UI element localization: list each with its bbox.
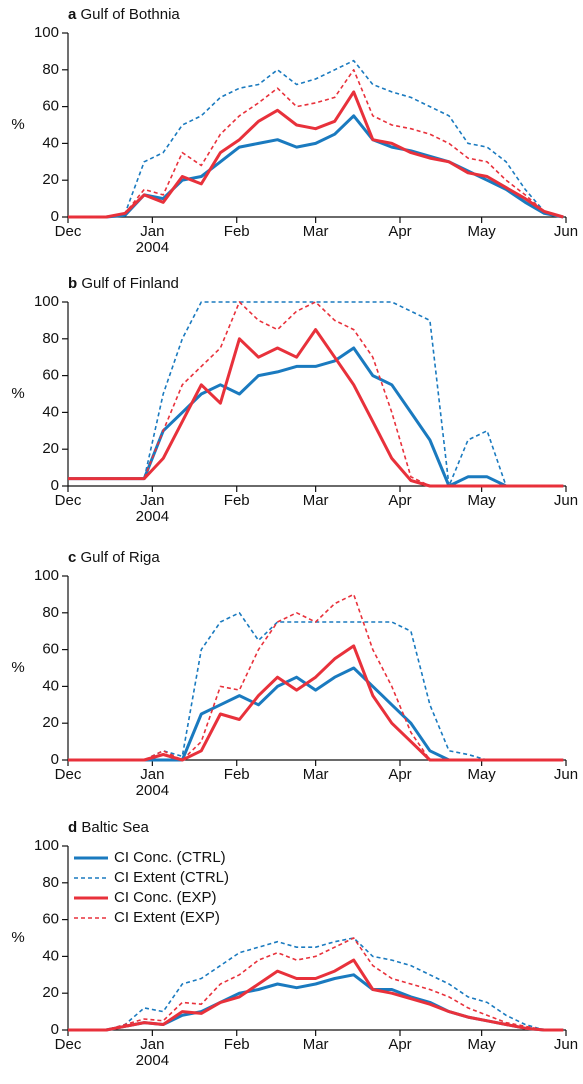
x-tick-label: May <box>467 223 496 240</box>
x-tick-label: Jun <box>554 1036 578 1053</box>
y-tick-label: 60 <box>42 367 59 384</box>
y-tick-label: 40 <box>42 403 59 420</box>
y-axis-label: % <box>11 385 24 402</box>
legend: CI Conc. (CTRL) CI Extent (CTRL) CI Conc. … <box>74 849 229 926</box>
x-tick-label: May <box>467 492 496 509</box>
legend-label: CI Extent (CTRL) <box>114 869 229 886</box>
conc-line <box>68 644 564 762</box>
x-tick-label: Dec <box>55 1036 82 1053</box>
y-axis-label: % <box>11 659 24 676</box>
conc-line <box>68 90 564 219</box>
y-tick-label: 80 <box>42 604 59 621</box>
conc-line <box>68 328 564 488</box>
legend-label: CI Conc. (CTRL) <box>114 849 226 866</box>
x-tick-label: Apr <box>388 223 411 240</box>
x-tick-label: Jan <box>140 766 164 783</box>
panel-letter: a <box>68 6 77 23</box>
panel-title-text: Baltic Sea <box>81 819 149 836</box>
panel-title: d Baltic Sea <box>68 819 150 836</box>
panel: a Gulf of Bothnia% 0 20 40 60 80 100 Dec Jan2004… <box>11 6 578 256</box>
conc-line <box>68 346 564 488</box>
y-tick-label: 0 <box>51 1021 59 1038</box>
x-tick-label: Dec <box>55 492 82 509</box>
x-tick-label: Mar <box>303 1036 329 1053</box>
y-axis-label: % <box>11 929 24 946</box>
x-tick-label: Mar <box>303 766 329 783</box>
y-tick-label: 40 <box>42 677 59 694</box>
y-tick-label: 20 <box>42 714 59 731</box>
extent-line <box>68 301 564 487</box>
panel-title-text: Gulf of Finland <box>81 275 179 292</box>
x-tick-label: Jun <box>554 223 578 240</box>
panel-letter: d <box>68 819 77 836</box>
extent-line <box>68 612 564 761</box>
y-tick-label: 0 <box>51 477 59 494</box>
conc-line <box>68 666 564 762</box>
panel-letter: b <box>68 275 77 292</box>
conc-line <box>68 958 564 1032</box>
x-tick-label: Dec <box>55 223 82 240</box>
y-tick-label: 20 <box>42 984 59 1001</box>
x-year-label: 2004 <box>136 1052 169 1069</box>
x-tick-label: Feb <box>224 492 250 509</box>
x-tick-label: Jun <box>554 492 578 509</box>
y-tick-label: 80 <box>42 874 59 891</box>
x-tick-label: Feb <box>224 766 250 783</box>
y-tick-label: 60 <box>42 641 59 658</box>
x-tick-label: Jan <box>140 1036 164 1053</box>
x-year-label: 2004 <box>136 508 169 525</box>
panel-title-text: Gulf of Riga <box>81 549 161 566</box>
x-year-label: 2004 <box>136 782 169 799</box>
y-tick-label: 80 <box>42 330 59 347</box>
x-tick-label: Apr <box>388 492 411 509</box>
y-tick-label: 20 <box>42 171 59 188</box>
x-tick-label: Jan <box>140 223 164 240</box>
y-tick-label: 0 <box>51 751 59 768</box>
y-tick-label: 100 <box>34 293 59 310</box>
x-tick-label: Mar <box>303 492 329 509</box>
y-tick-label: 0 <box>51 208 59 225</box>
extent-line <box>68 301 564 487</box>
x-tick-label: Mar <box>303 223 329 240</box>
y-tick-label: 100 <box>34 837 59 854</box>
x-tick-label: May <box>467 766 496 783</box>
x-tick-label: Feb <box>224 223 250 240</box>
x-year-label: 2004 <box>136 239 169 256</box>
legend-label: CI Conc. (EXP) <box>114 889 217 906</box>
y-tick-label: 60 <box>42 98 59 115</box>
y-axis-label: % <box>11 116 24 133</box>
panel-title-text: Gulf of Bothnia <box>81 6 181 23</box>
extent-line <box>68 937 564 1031</box>
panel-letter: c <box>68 549 76 566</box>
y-tick-label: 80 <box>42 61 59 78</box>
x-tick-label: Apr <box>388 1036 411 1053</box>
panel-title: b Gulf of Finland <box>68 275 179 292</box>
y-tick-label: 20 <box>42 440 59 457</box>
x-tick-label: Feb <box>224 1036 250 1053</box>
y-tick-label: 100 <box>34 24 59 41</box>
y-tick-label: 60 <box>42 911 59 928</box>
panel-title: c Gulf of Riga <box>68 549 160 566</box>
legend-label: CI Extent (EXP) <box>114 909 220 926</box>
extent-line <box>68 69 564 218</box>
y-tick-label: 100 <box>34 567 59 584</box>
extent-line <box>68 59 564 218</box>
x-tick-label: Apr <box>388 766 411 783</box>
x-tick-label: Jun <box>554 766 578 783</box>
extent-line <box>68 593 564 761</box>
y-tick-label: 40 <box>42 134 59 151</box>
x-tick-label: May <box>467 1036 496 1053</box>
y-tick-label: 40 <box>42 947 59 964</box>
panel: b Gulf of Finland% 0 20 40 60 80 100 Dec Jan2004… <box>11 275 578 525</box>
x-tick-label: Dec <box>55 766 82 783</box>
extent-line <box>68 937 564 1031</box>
x-tick-label: Jan <box>140 492 164 509</box>
panel-title: a Gulf of Bothnia <box>68 6 180 23</box>
